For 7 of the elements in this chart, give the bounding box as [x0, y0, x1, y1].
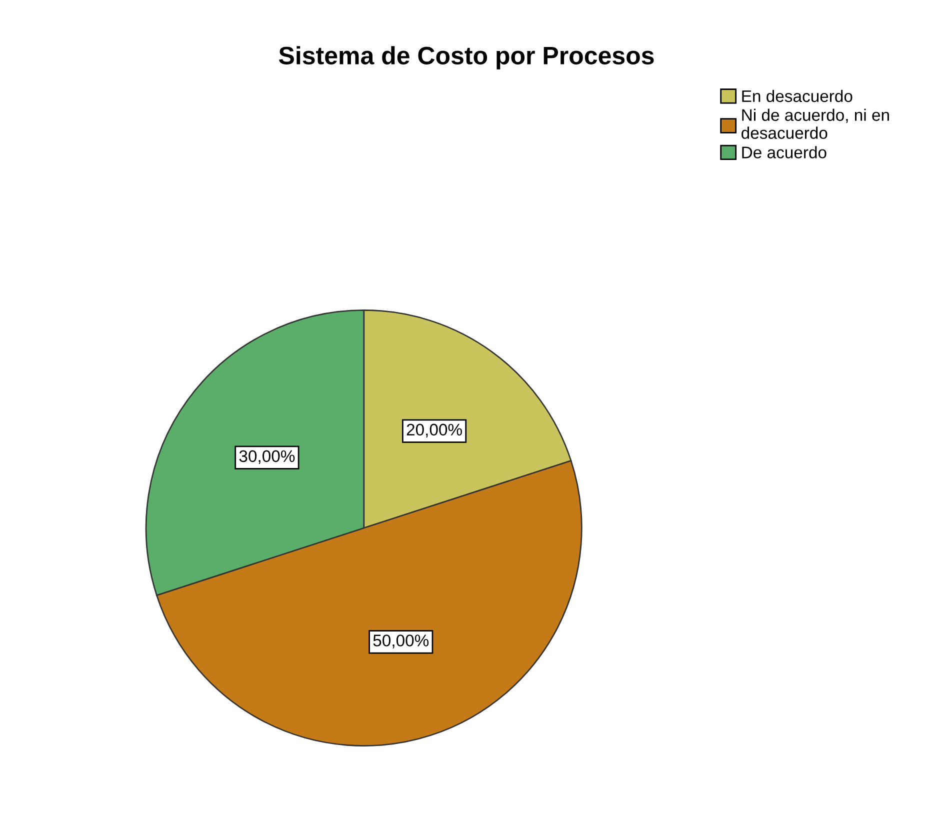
legend-label: En desacuerdo	[742, 90, 852, 102]
legend-label: Ni de acuerdo, ni en desacuerdo	[742, 108, 889, 139]
data-label: 20,00%	[406, 424, 462, 438]
data-label: 30,00%	[239, 450, 295, 464]
legend-label: De acuerdo	[742, 146, 826, 158]
chart-title: Sistema de Costo por Procesos	[278, 46, 654, 70]
data-label: 50,00%	[373, 634, 429, 648]
